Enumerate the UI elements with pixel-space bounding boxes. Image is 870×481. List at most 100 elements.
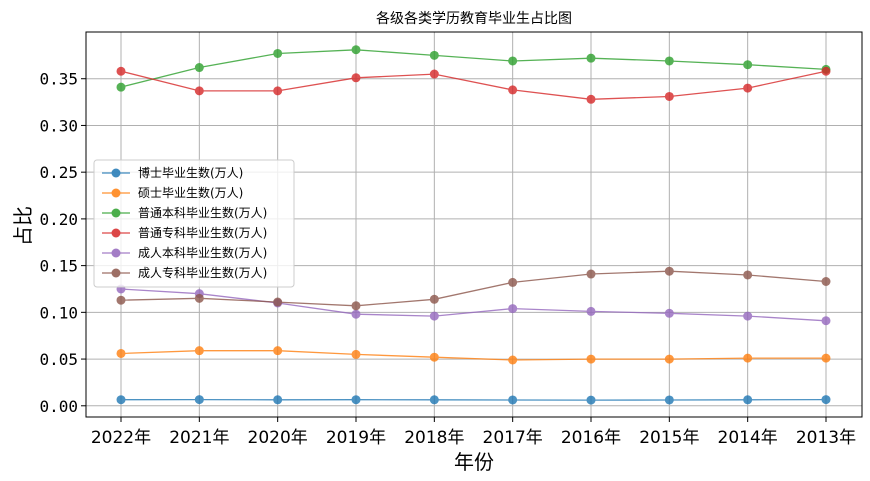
data-point bbox=[429, 50, 439, 60]
x-tick-label: 2018年 bbox=[404, 428, 464, 448]
data-point bbox=[116, 82, 126, 92]
data-point bbox=[821, 316, 831, 326]
data-point bbox=[586, 94, 596, 104]
data-point bbox=[194, 293, 204, 303]
legend-marker bbox=[111, 188, 121, 198]
data-point bbox=[586, 306, 596, 316]
data-point bbox=[273, 395, 283, 405]
data-point bbox=[429, 395, 439, 405]
y-tick-label: 0.05 bbox=[39, 350, 78, 369]
data-point bbox=[664, 308, 674, 318]
legend-item bbox=[102, 228, 130, 238]
series-group bbox=[116, 45, 831, 405]
legend-box bbox=[93, 159, 295, 288]
legend-item bbox=[102, 248, 130, 258]
x-tick-label: 2016年 bbox=[561, 428, 621, 448]
data-point bbox=[821, 395, 831, 405]
data-point bbox=[508, 304, 518, 314]
legend-item bbox=[102, 208, 130, 218]
series-4 bbox=[116, 284, 831, 326]
series-line bbox=[120, 288, 827, 322]
series-2 bbox=[116, 45, 831, 92]
x-tick-label: 2021年 bbox=[169, 428, 229, 448]
x-ticks: 2022年 2021年 2020年 2019年 2018年 2017年 2016年 2015年… bbox=[91, 417, 856, 448]
legend-label: 博士毕业生数(万人) bbox=[138, 165, 243, 180]
data-point bbox=[429, 69, 439, 79]
data-point bbox=[194, 346, 204, 356]
legend-marker bbox=[111, 268, 121, 278]
legend-label: 普通专科毕业生数(万人) bbox=[138, 225, 267, 240]
data-point bbox=[116, 395, 126, 405]
y-tick-label: 0.20 bbox=[39, 210, 78, 229]
x-tick-label: 2022年 bbox=[91, 428, 151, 448]
y-axis-label: 占比 bbox=[11, 206, 35, 246]
y-tick-label: 0.30 bbox=[39, 116, 78, 135]
data-point bbox=[743, 270, 753, 280]
chart-title: 各级各类学历教育毕业生占比图 bbox=[376, 11, 572, 27]
data-point bbox=[194, 395, 204, 405]
data-point bbox=[429, 311, 439, 321]
series-line bbox=[120, 398, 827, 401]
data-point bbox=[273, 86, 283, 96]
data-point bbox=[351, 349, 361, 359]
x-tick-label: 2014年 bbox=[718, 428, 778, 448]
data-point bbox=[508, 395, 518, 405]
data-point bbox=[821, 353, 831, 363]
legend-item bbox=[102, 188, 130, 198]
y-ticks: 0.00 0.05 0.10 0.15 0.20 0.25 0.30 0.35 bbox=[39, 70, 86, 416]
legend: 博士毕业生数(万人) 硕士毕业生数(万人) 普通本科毕业生数(万人) 普通专科毕业生数… bbox=[93, 159, 295, 288]
series-5 bbox=[116, 266, 831, 311]
x-tick-label: 2019年 bbox=[326, 428, 386, 448]
x-axis-label: 年份 bbox=[454, 450, 494, 474]
data-point bbox=[743, 83, 753, 93]
data-point bbox=[116, 66, 126, 76]
legend-marker bbox=[111, 248, 121, 258]
x-tick-label: 2017年 bbox=[483, 428, 543, 448]
y-tick-label: 0.00 bbox=[39, 397, 78, 416]
data-point bbox=[116, 348, 126, 358]
series-line bbox=[120, 350, 826, 361]
data-point bbox=[586, 53, 596, 63]
y-tick-label: 0.25 bbox=[39, 163, 78, 182]
series-line bbox=[120, 70, 827, 100]
data-point bbox=[821, 277, 831, 287]
data-point bbox=[743, 60, 753, 70]
legend-label: 硕士毕业生数(万人) bbox=[138, 185, 243, 200]
data-point bbox=[664, 56, 674, 66]
x-tick-label: 2015年 bbox=[639, 428, 699, 448]
data-point bbox=[664, 354, 674, 364]
data-point bbox=[586, 395, 596, 405]
data-point bbox=[194, 63, 204, 73]
data-point bbox=[351, 395, 361, 405]
data-point bbox=[821, 66, 831, 76]
legend-label: 普通本科毕业生数(万人) bbox=[138, 205, 267, 220]
series-line bbox=[120, 270, 827, 307]
data-point bbox=[429, 352, 439, 362]
data-point bbox=[116, 295, 126, 305]
data-point bbox=[508, 56, 518, 66]
legend-item bbox=[102, 268, 130, 278]
data-point bbox=[664, 395, 674, 405]
legend-marker bbox=[111, 168, 121, 178]
y-tick-label: 0.35 bbox=[39, 70, 78, 89]
data-point bbox=[351, 73, 361, 83]
y-tick-label: 0.10 bbox=[39, 303, 78, 322]
x-tick-label: 2013年 bbox=[796, 428, 856, 448]
data-point bbox=[743, 353, 753, 363]
data-point bbox=[351, 309, 361, 319]
y-tick-label: 0.15 bbox=[39, 257, 78, 276]
data-point bbox=[194, 86, 204, 96]
plot-frame bbox=[85, 31, 863, 418]
series-1 bbox=[116, 346, 831, 365]
data-point bbox=[664, 91, 674, 101]
legend-item bbox=[102, 168, 130, 178]
data-point bbox=[429, 294, 439, 304]
legend-label: 成人专科毕业生数(万人) bbox=[138, 265, 267, 280]
data-point bbox=[273, 297, 283, 307]
legend-marker bbox=[111, 208, 121, 218]
data-point bbox=[508, 85, 518, 95]
data-point bbox=[273, 48, 283, 58]
x-tick-label: 2020年 bbox=[248, 428, 308, 448]
data-point bbox=[586, 269, 596, 279]
